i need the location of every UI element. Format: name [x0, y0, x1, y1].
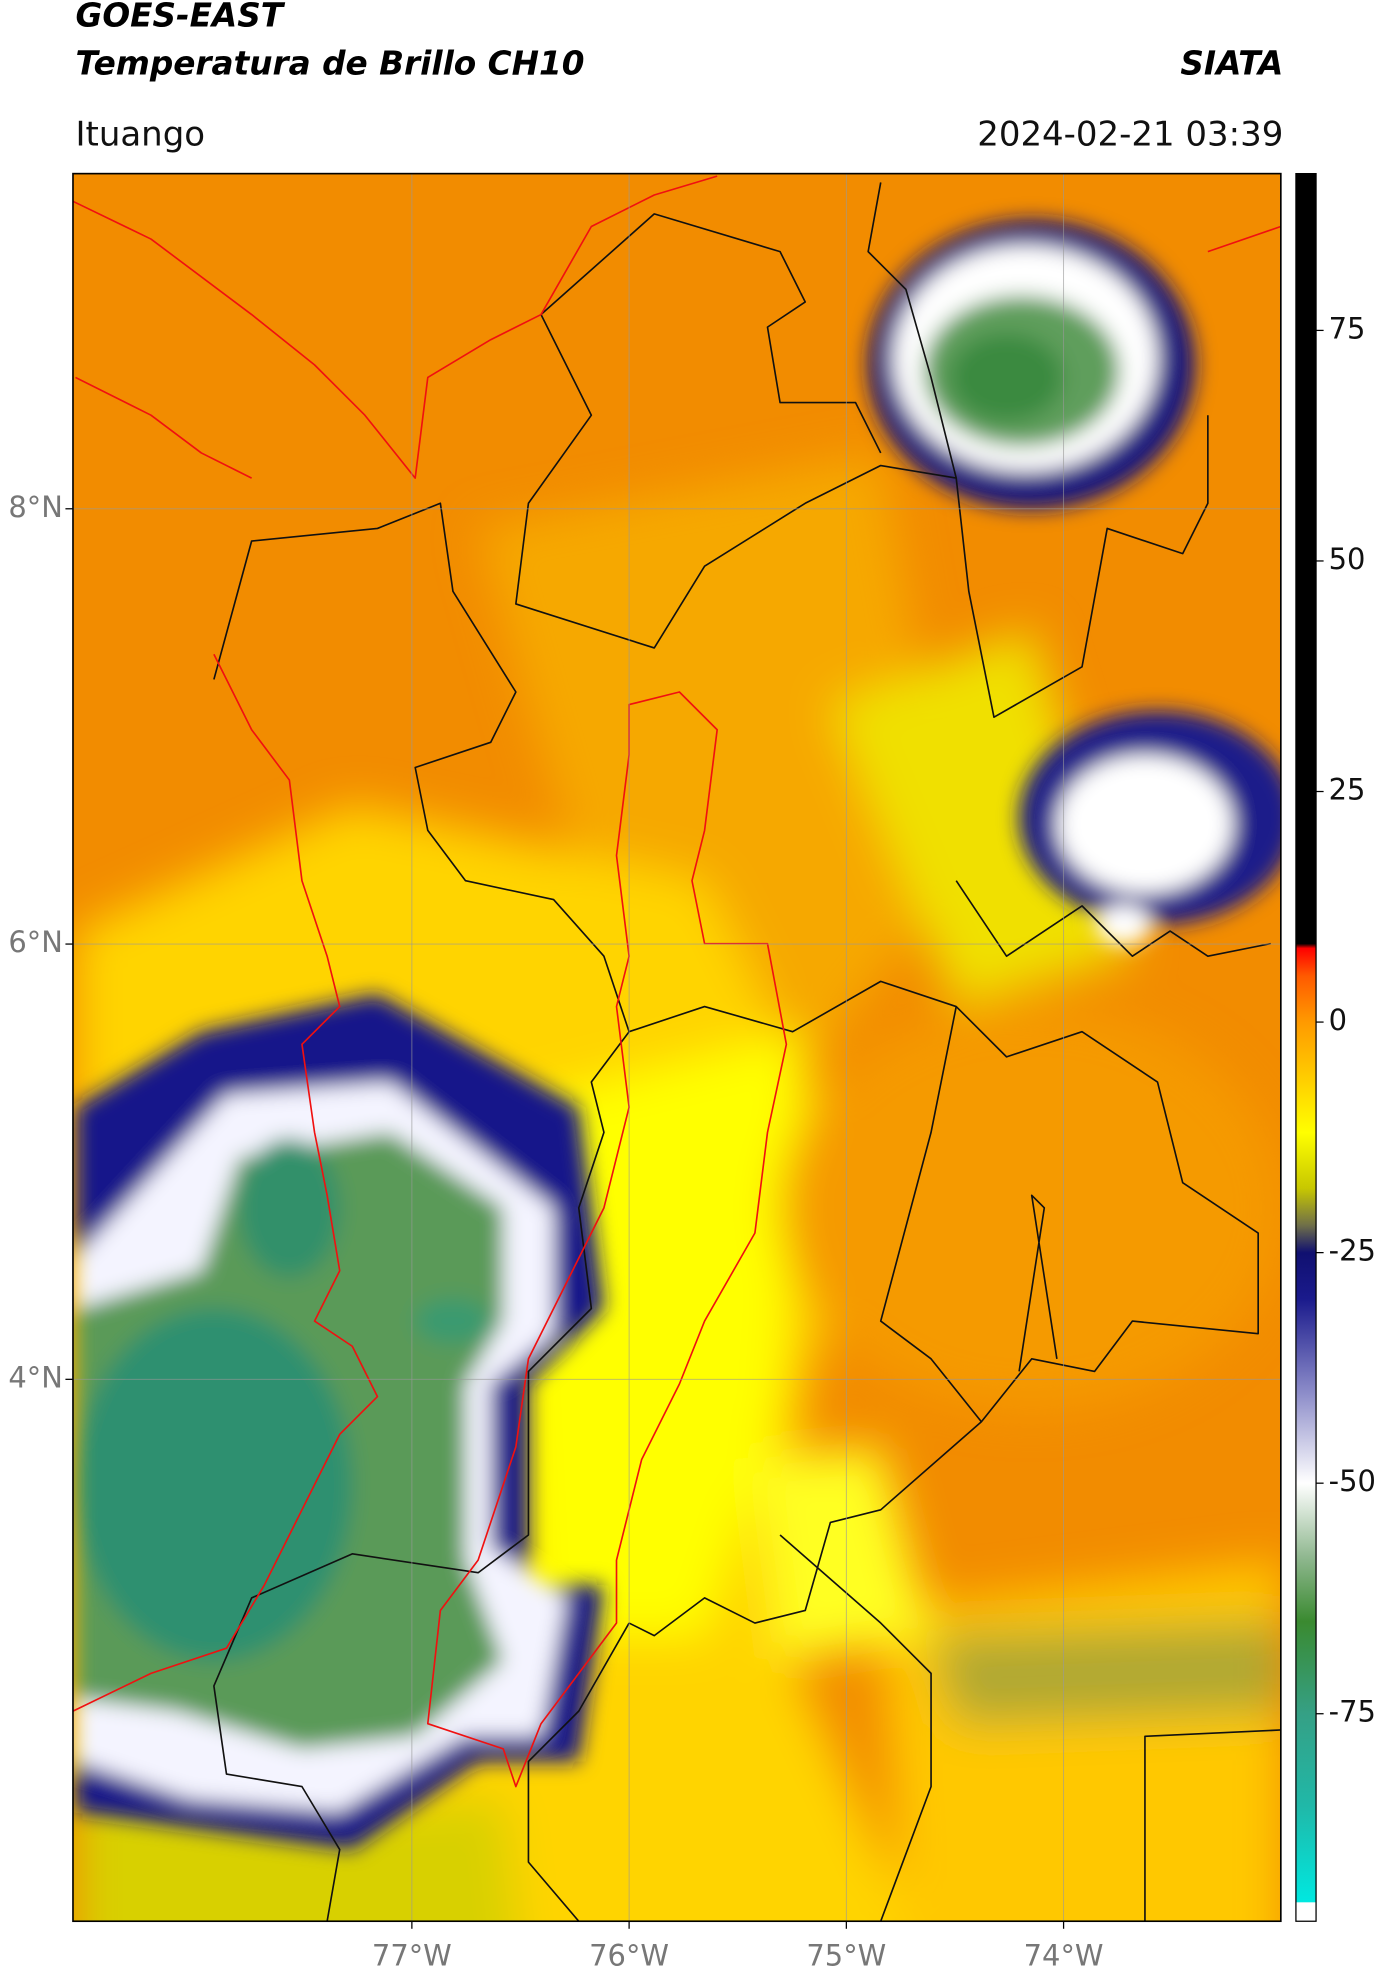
- colorbar-tick-label: 0: [1329, 1003, 1347, 1037]
- agency: SIATA: [1180, 44, 1283, 82]
- lon-tick-label: 75°W: [806, 1939, 886, 1973]
- location: Ituango: [75, 114, 205, 154]
- colorbar: [1295, 172, 1317, 1922]
- lat-tick-label: 4°N: [8, 1360, 63, 1394]
- satellite-image: [72, 173, 1281, 1922]
- colorbar-tick-label: 25: [1329, 773, 1366, 807]
- colorbar-tick-label: 75: [1329, 311, 1366, 345]
- borders: [72, 175, 1281, 1922]
- lon-tick-label: 74°W: [1024, 1939, 1104, 1973]
- colorbar-tick-label: -75: [1329, 1695, 1376, 1729]
- title: GOES-EAST: [75, 0, 285, 35]
- lon-tick-label: 76°W: [589, 1939, 669, 1973]
- graticule: [72, 173, 1281, 1922]
- lat-tick-label: 6°N: [8, 925, 63, 959]
- subtitle: Temperatura de Brillo CH10: [75, 44, 584, 82]
- datetime: 2024-02-21 03:39: [977, 114, 1283, 154]
- map-frame: [72, 172, 1282, 1923]
- colorbar-tick-label: -25: [1329, 1234, 1376, 1268]
- colorbar-tick-label: -50: [1329, 1464, 1376, 1498]
- colorbar-tick-label: 50: [1329, 542, 1366, 576]
- lat-tick-label: 8°N: [8, 490, 63, 524]
- lon-tick-label: 77°W: [372, 1939, 452, 1973]
